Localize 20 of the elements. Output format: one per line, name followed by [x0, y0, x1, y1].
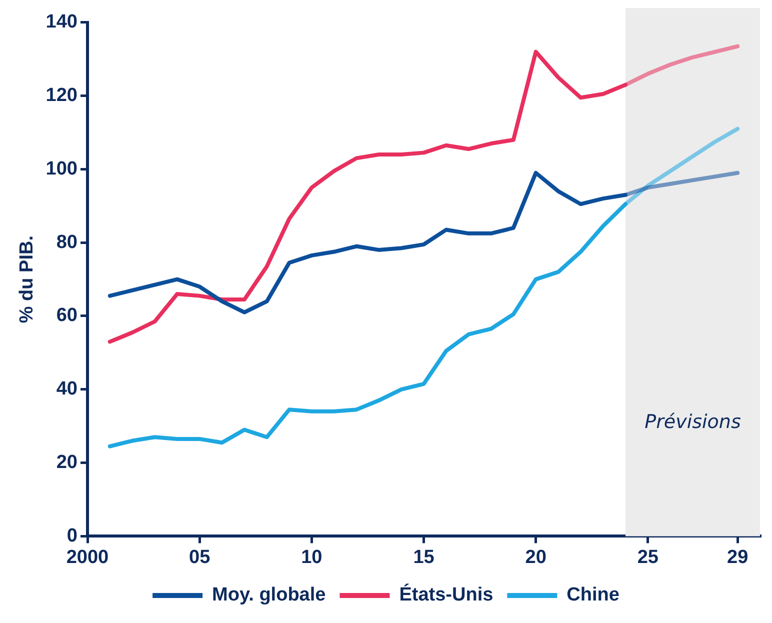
x-tick-label: 05 [189, 546, 211, 568]
x-tick-label: 10 [301, 546, 322, 568]
x-tick-label: 2000 [66, 546, 109, 568]
y-tick-label: 140 [46, 12, 78, 33]
legend-label: Moy. globale [212, 584, 326, 606]
y-tick-label: 100 [46, 158, 78, 180]
y-tick-label: 80 [56, 232, 78, 253]
y-tick-label: 40 [56, 378, 78, 400]
y-tick-label: 0 [66, 525, 78, 546]
x-tick-label: 25 [637, 546, 659, 568]
x-tick-label: 15 [413, 546, 435, 568]
legend-label: États-Unis [399, 584, 494, 606]
y-tick-label: 20 [56, 452, 78, 474]
y-axis-title: % du PIB. [16, 235, 38, 324]
y-tick-label: 120 [46, 85, 78, 106]
y-tick-label: 60 [56, 305, 78, 326]
band-label: Prévisions [644, 411, 741, 434]
x-tick-label: 29 [727, 546, 748, 568]
x-tick-label: 20 [525, 546, 546, 568]
legend-label: Chine [566, 584, 620, 606]
